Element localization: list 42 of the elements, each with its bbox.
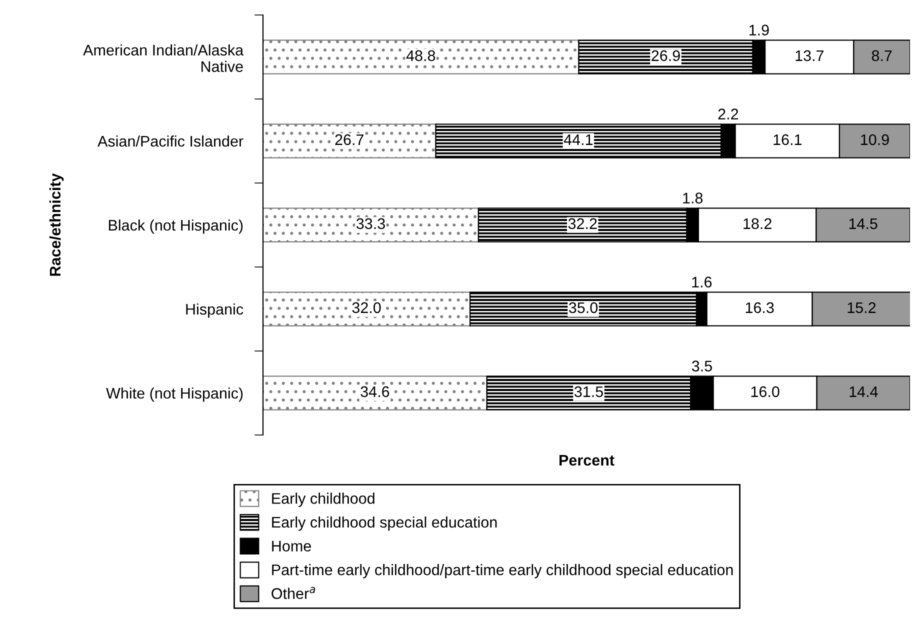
y-tick-label: American Indian/Alaska Native bbox=[83, 44, 244, 72]
data-label: 34.6 bbox=[360, 386, 390, 398]
bar bbox=[263, 292, 471, 326]
bar bbox=[263, 376, 488, 410]
legend-label: Early childhood bbox=[272, 492, 374, 507]
legend-label: Home bbox=[272, 540, 311, 552]
bar bbox=[263, 124, 436, 158]
legend-label: Early childhood special education bbox=[272, 516, 497, 531]
data-label: 16.0 bbox=[751, 386, 780, 398]
data-label: 16.1 bbox=[774, 134, 802, 146]
y-tick-label: Asian/Pacific Islander bbox=[98, 135, 244, 147]
data-label: 14.4 bbox=[850, 386, 878, 397]
y-tick-label: Hispanic bbox=[186, 303, 244, 318]
data-label: 32.2 bbox=[568, 218, 597, 230]
y-axis-title: Race/ethnicity bbox=[49, 173, 64, 276]
data-label: 35.0 bbox=[568, 302, 598, 314]
data-label: 14.5 bbox=[849, 218, 878, 230]
data-label: 44.1 bbox=[564, 134, 593, 145]
data-label: 33.3 bbox=[356, 218, 385, 230]
data-label: 18.2 bbox=[744, 218, 772, 230]
data-label: 32.0 bbox=[352, 302, 381, 314]
data-label: 10.9 bbox=[861, 134, 889, 146]
data-label: 1.8 bbox=[683, 192, 703, 204]
data-label: 48.8 bbox=[406, 50, 436, 62]
data-label: 16.3 bbox=[746, 302, 774, 314]
legend-label: Part-time early childhood/part-time early childhood special education bbox=[272, 564, 733, 578]
y-tick-label: White (not Hispanic) bbox=[106, 387, 243, 402]
data-label: 15.2 bbox=[848, 302, 876, 314]
data-label: 26.7 bbox=[335, 134, 364, 146]
data-label: 13.7 bbox=[796, 50, 824, 62]
data-label: 1.6 bbox=[692, 276, 712, 288]
data-label: 8.7 bbox=[872, 50, 892, 62]
data-label: 2.2 bbox=[718, 108, 738, 120]
data-label: 1.9 bbox=[749, 24, 769, 36]
bar bbox=[263, 208, 480, 242]
data-label: 31.5 bbox=[574, 386, 603, 398]
bar bbox=[263, 40, 580, 74]
data-label: 26.9 bbox=[652, 50, 680, 62]
y-tick-label: Black (not Hispanic) bbox=[108, 219, 243, 234]
x-axis-title: Percent bbox=[560, 455, 614, 466]
legend-label: Other$^{a}$ bbox=[272, 587, 316, 599]
data-label: 3.5 bbox=[692, 360, 712, 372]
